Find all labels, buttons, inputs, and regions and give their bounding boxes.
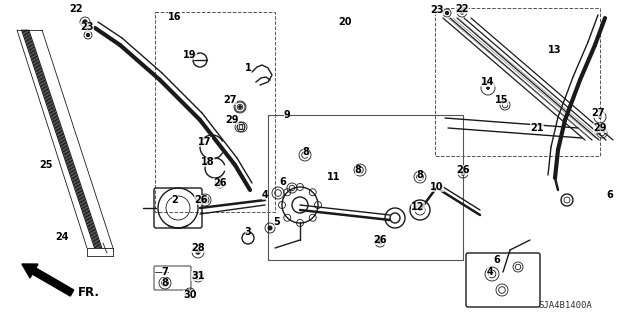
Text: 3: 3 (244, 227, 252, 237)
Text: 16: 16 (168, 12, 182, 22)
Text: 27: 27 (591, 108, 605, 118)
Text: 14: 14 (481, 77, 495, 87)
Text: 8: 8 (417, 170, 424, 180)
Text: 4: 4 (262, 190, 268, 200)
Text: 30: 30 (183, 290, 196, 300)
Text: 6: 6 (280, 177, 286, 187)
Circle shape (460, 10, 464, 14)
Bar (435, 8, 600, 156)
Circle shape (204, 199, 206, 201)
Text: 20: 20 (339, 17, 352, 27)
Text: 9: 9 (284, 110, 291, 120)
Text: 19: 19 (183, 50, 196, 60)
Circle shape (239, 106, 241, 108)
Circle shape (378, 240, 382, 244)
Text: 8: 8 (355, 165, 362, 175)
Text: 26: 26 (213, 178, 227, 188)
Text: 8: 8 (303, 147, 309, 157)
Text: 23: 23 (80, 22, 93, 32)
Text: 12: 12 (412, 202, 425, 212)
Text: FR.: FR. (78, 286, 100, 300)
Text: 1: 1 (244, 63, 252, 73)
Text: 23: 23 (430, 5, 444, 15)
Circle shape (203, 198, 207, 202)
Text: 22: 22 (69, 4, 83, 14)
Text: 24: 24 (55, 232, 68, 242)
Circle shape (196, 250, 200, 254)
Text: 29: 29 (593, 123, 607, 133)
Text: 8: 8 (161, 278, 168, 288)
Text: 28: 28 (191, 243, 205, 253)
Text: 31: 31 (191, 271, 205, 281)
Text: SJA4B1400A: SJA4B1400A (538, 300, 592, 309)
Bar (268, 115, 463, 260)
Text: 25: 25 (39, 160, 52, 170)
Circle shape (218, 181, 222, 185)
Circle shape (445, 11, 449, 14)
Text: 13: 13 (548, 45, 562, 55)
Text: 6: 6 (493, 255, 500, 265)
Circle shape (599, 116, 601, 118)
Text: 17: 17 (198, 137, 212, 147)
Text: 2: 2 (172, 195, 179, 205)
Text: 18: 18 (201, 157, 215, 167)
Bar (155, 12, 275, 212)
Text: 5: 5 (274, 217, 280, 227)
Circle shape (268, 226, 272, 230)
Text: 7: 7 (162, 267, 168, 277)
Text: 27: 27 (223, 95, 237, 105)
Circle shape (86, 33, 90, 36)
Text: 26: 26 (195, 195, 208, 205)
Text: 15: 15 (495, 95, 509, 105)
Text: 11: 11 (327, 172, 340, 182)
Circle shape (487, 87, 489, 89)
Text: 6: 6 (607, 190, 613, 200)
Text: 22: 22 (455, 4, 468, 14)
FancyArrow shape (22, 264, 74, 296)
Circle shape (83, 20, 87, 24)
Text: 10: 10 (430, 182, 444, 192)
Text: 29: 29 (225, 115, 239, 125)
Text: 4: 4 (486, 267, 493, 277)
Text: 26: 26 (456, 165, 470, 175)
Text: 21: 21 (531, 123, 544, 133)
Circle shape (461, 171, 465, 175)
Text: 26: 26 (373, 235, 387, 245)
